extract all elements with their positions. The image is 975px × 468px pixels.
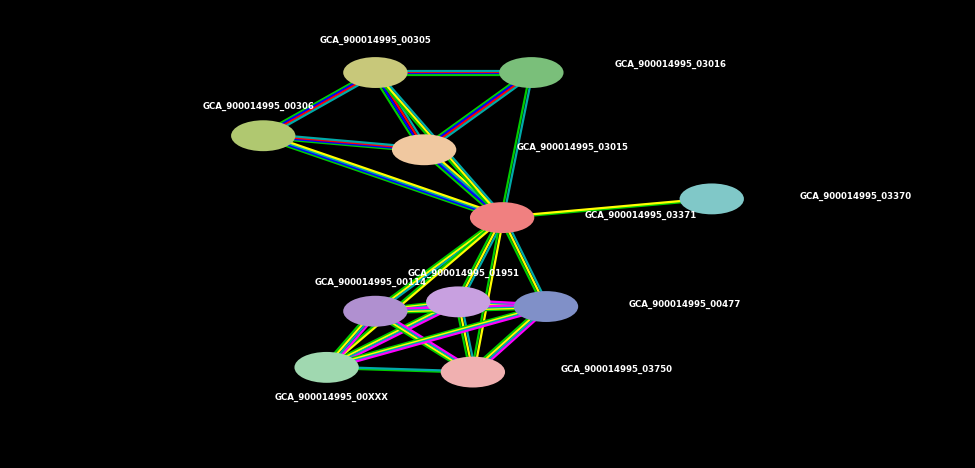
Text: GCA_900014995_03371: GCA_900014995_03371 <box>585 211 697 220</box>
Text: GCA_900014995_00XXX: GCA_900014995_00XXX <box>275 393 388 402</box>
Text: GCA_900014995_00477: GCA_900014995_00477 <box>629 300 741 309</box>
Text: GCA_900014995_03370: GCA_900014995_03370 <box>800 192 912 201</box>
Circle shape <box>294 352 359 383</box>
Text: GCA_900014995_03015: GCA_900014995_03015 <box>517 143 629 152</box>
Text: GCA_900014995_03750: GCA_900014995_03750 <box>561 365 673 374</box>
Circle shape <box>680 183 744 214</box>
Circle shape <box>470 202 534 233</box>
Circle shape <box>343 57 408 88</box>
Text: GCA_900014995_00306: GCA_900014995_00306 <box>203 102 314 111</box>
Circle shape <box>392 134 456 165</box>
Text: GCA_900014995_03016: GCA_900014995_03016 <box>614 59 726 69</box>
Text: GCA_900014995_00305: GCA_900014995_00305 <box>320 36 431 45</box>
Text: GCA_900014995_01951: GCA_900014995_01951 <box>408 268 519 278</box>
Circle shape <box>343 296 408 327</box>
Circle shape <box>499 57 564 88</box>
Circle shape <box>514 291 578 322</box>
Circle shape <box>426 286 490 317</box>
Text: GCA_900014995_00114: GCA_900014995_00114 <box>314 278 427 287</box>
Circle shape <box>231 120 295 151</box>
Circle shape <box>441 357 505 388</box>
